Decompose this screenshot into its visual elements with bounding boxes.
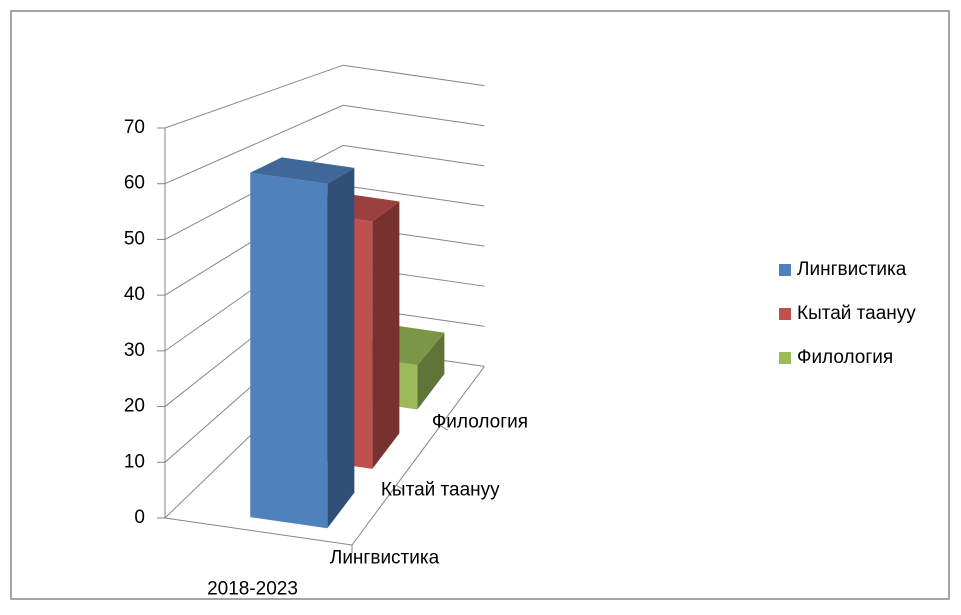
legend-swatch — [779, 352, 791, 364]
z-tick-label: Кытай таануу — [381, 479, 500, 500]
y-tick-label: 10 — [124, 451, 145, 472]
y-tick-label: 70 — [124, 117, 145, 138]
bar-top — [250, 157, 355, 184]
z-tick-label: Филология — [432, 411, 528, 432]
z-tick — [396, 485, 404, 490]
legend-swatch — [779, 264, 791, 276]
legend-label: Лингвистика — [797, 259, 907, 280]
legend-label: Филология — [797, 347, 893, 368]
y-tick-label: 50 — [124, 228, 145, 249]
chart-frame — [10, 10, 950, 600]
grid-line — [164, 64, 485, 129]
legend-swatch — [779, 308, 791, 320]
bar-side — [327, 167, 355, 529]
x-tick-label: 2018-2023 — [207, 579, 298, 600]
y-tick-label: 20 — [124, 396, 145, 417]
y-tick-label: 30 — [124, 340, 145, 361]
grid-line — [164, 104, 485, 185]
y-tick-label: 0 — [134, 507, 145, 528]
y-tick-label: 60 — [124, 173, 145, 194]
legend-label: Кытай таануу — [797, 303, 916, 324]
z-tick-label: Лингвистика — [330, 547, 440, 568]
bar-side — [417, 332, 445, 410]
bar-front — [250, 172, 328, 529]
bar-side — [372, 201, 400, 469]
z-tick — [440, 425, 449, 431]
grid-line — [164, 144, 485, 240]
y-tick-label: 40 — [124, 284, 145, 305]
